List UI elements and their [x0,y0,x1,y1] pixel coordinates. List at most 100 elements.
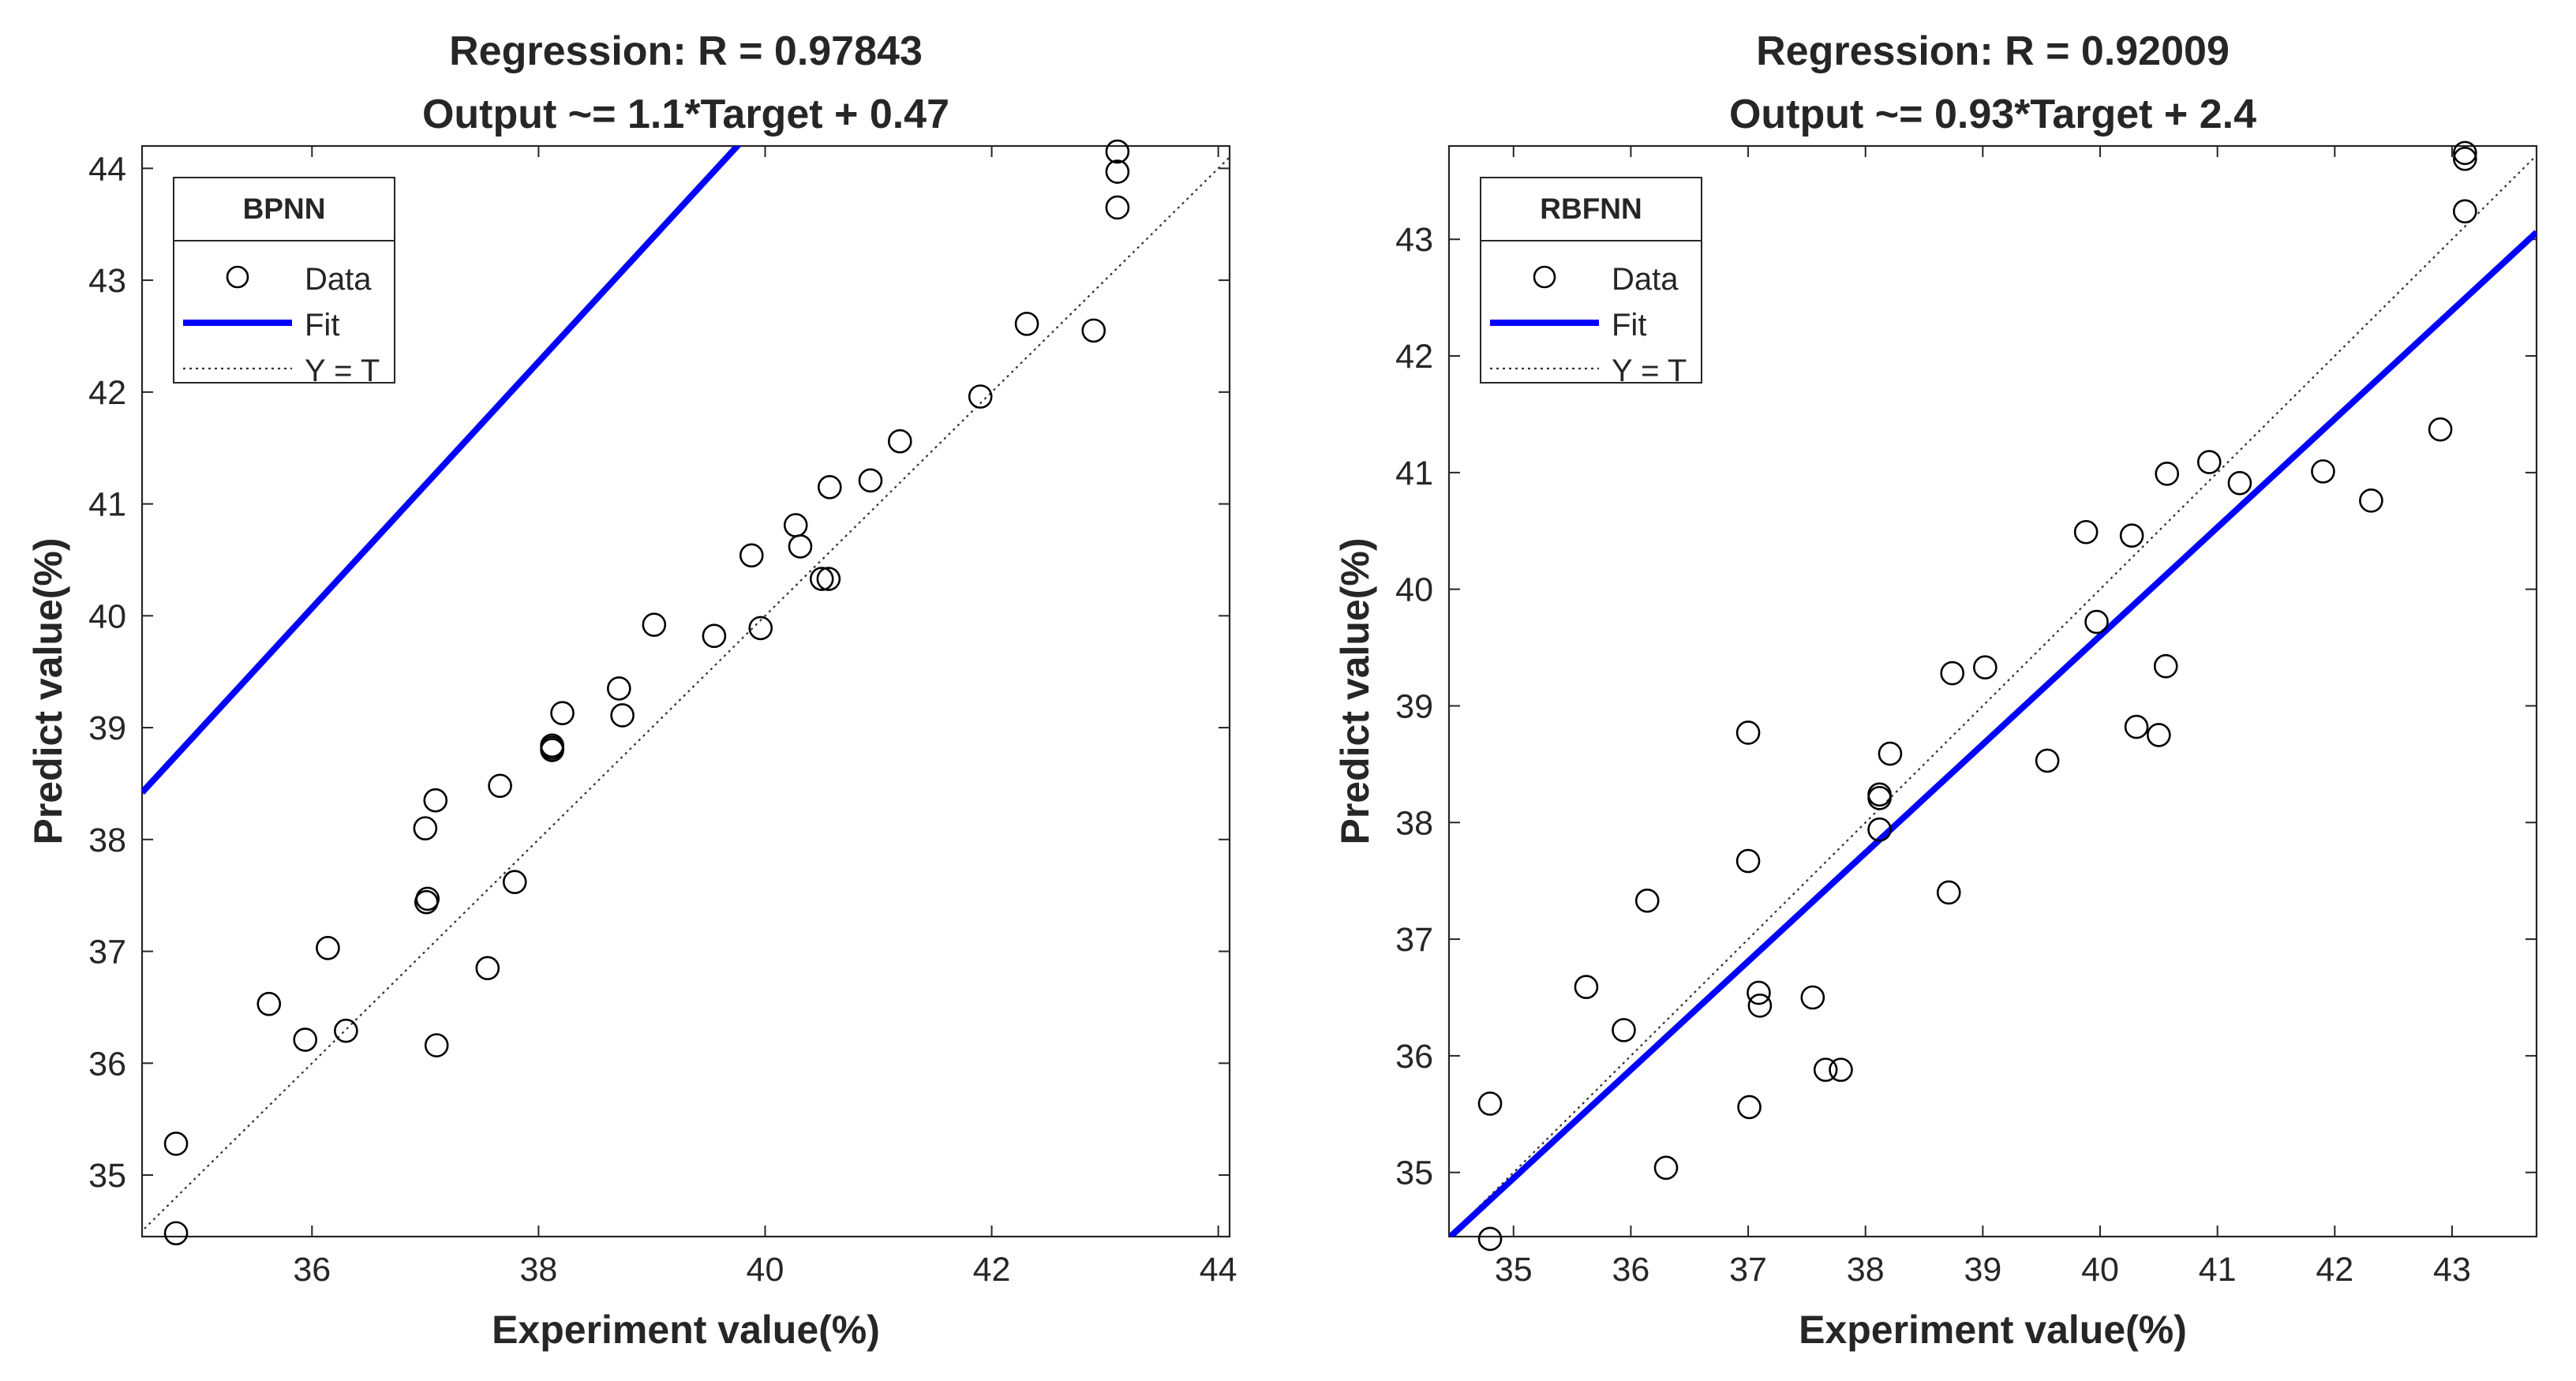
y-tick-label: 39 [1395,687,1433,725]
legend-box [173,177,395,384]
y-tick-label: 41 [1395,455,1433,492]
data-point [2453,146,2477,171]
data-point [610,703,635,728]
y-tick-label: 38 [88,821,126,859]
data-point [739,543,764,568]
y-tick-label: 37 [1395,921,1433,959]
data-point [1634,889,1660,913]
data-point [413,816,438,840]
data-point [334,1018,358,1043]
data-point [2147,723,2171,747]
y-tick-label: 41 [88,486,126,524]
legend-data-marker [226,265,249,289]
data-point [1014,312,1039,336]
y-tick-label: 37 [88,934,126,971]
x-tick-label: 43 [2433,1251,2471,1289]
data-point [1813,1057,1838,1082]
data-point [2119,523,2144,548]
chart-subtitle: Output ~= 0.93*Target + 2.4 [1729,92,2256,137]
y-tick-label: 40 [88,597,126,635]
chart-subtitle: Output ~= 1.1*Target + 0.47 [422,92,949,137]
x-tick-label: 36 [293,1251,331,1289]
x-tick-label: 37 [1729,1251,1767,1289]
data-point [1737,1095,1762,1120]
y-tick-label: 35 [1395,1155,1433,1192]
data-point [858,468,883,493]
y-tick-label: 44 [88,150,126,188]
legend-title: BPNN [243,193,326,225]
y-tick-label: 39 [88,709,126,747]
y-tick-label: 35 [88,1157,126,1195]
legend-entry-label: Y = T [305,354,380,388]
data-point [642,612,667,637]
data-point [1105,159,1130,184]
data-point [1477,1226,1503,1252]
data-point [1574,975,1599,999]
data-point [423,788,448,813]
data-point [163,1221,189,1246]
data-point [748,616,773,641]
data-point [1105,195,1130,220]
data-point [415,886,440,911]
chart-title: Regression: R = 0.97843 [449,28,923,74]
legend-box [1480,177,1702,384]
data-point [550,701,575,725]
data-point [816,567,841,591]
data-point [817,475,842,500]
data-point [968,384,993,409]
data-point [1867,782,1892,807]
data-point [293,1027,318,1052]
data-point [2073,519,2099,545]
data-point [2196,450,2222,474]
data-point [607,676,631,701]
data-point [2453,140,2477,166]
y-axis-label: Predict value(%) [1333,537,1377,844]
y-tick-label: 43 [1395,221,1433,259]
data-point [1105,139,1130,164]
data-point [1735,848,1761,874]
x-tick-label: 42 [2316,1251,2353,1289]
data-point [2428,417,2453,442]
data-point [2227,470,2252,496]
legend-entry-label: Data [1612,262,1679,297]
data-point [887,429,912,454]
data-point [1829,1057,1853,1082]
data-point [1936,880,1961,905]
data-point [788,534,813,559]
x-tick-label: 38 [1847,1251,1885,1289]
x-axis-label: Experiment value(%) [1799,1308,2187,1352]
data-point [256,991,282,1016]
data-point [475,956,500,981]
x-tick-label: 41 [2199,1251,2237,1289]
data-point [2124,714,2149,739]
data-point [2359,488,2383,513]
identity-line [142,155,1230,1233]
data-point [1747,994,1773,1018]
legend-entry-label: Y = T [1612,354,1687,388]
data-point [1800,985,1825,1010]
data-point [1612,1018,1636,1042]
data-point [1735,720,1761,745]
data-point [2035,748,2060,773]
data-point [2153,653,2178,679]
data-point [1867,817,1892,842]
data-point [1653,1155,1679,1181]
data-point [540,733,564,758]
fit-line [142,146,742,795]
y-tick-label: 42 [88,374,126,412]
data-point [502,870,527,894]
data-point [488,773,512,799]
legend-entry-label: Data [305,262,372,297]
x-tick-label: 39 [1964,1251,2001,1289]
x-tick-label: 40 [2081,1251,2119,1289]
y-tick-label: 42 [1395,338,1433,376]
y-tick-label: 38 [1395,804,1433,842]
data-point [424,1033,449,1057]
data-point [1878,741,1903,766]
y-tick-label: 43 [88,262,126,300]
data-point [1477,1091,1503,1116]
x-axis-label: Experiment value(%) [492,1308,880,1352]
y-tick-label: 36 [1395,1038,1433,1076]
chart-panel-2: Regression: R = 0.92009 Output ~= 0.93*Ta… [1333,28,2538,1352]
